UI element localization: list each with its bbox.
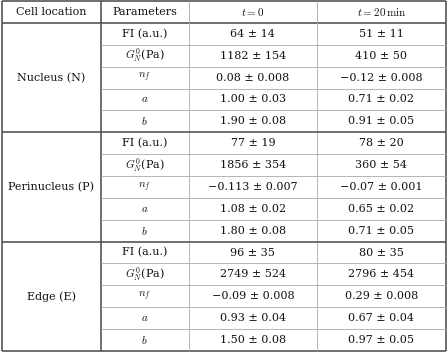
- Text: 1.90 ± 0.08: 1.90 ± 0.08: [220, 116, 286, 126]
- Text: 0.71 ± 0.02: 0.71 ± 0.02: [349, 94, 414, 105]
- Text: 77 ± 19: 77 ± 19: [231, 138, 275, 148]
- Text: 2796 ± 454: 2796 ± 454: [349, 269, 414, 279]
- Text: 64 ± 14: 64 ± 14: [230, 29, 275, 39]
- Text: 1.00 ± 0.03: 1.00 ± 0.03: [220, 94, 286, 105]
- Text: Nucleus (N): Nucleus (N): [17, 73, 86, 83]
- Text: 0.97 ± 0.05: 0.97 ± 0.05: [349, 335, 414, 345]
- Text: 0.65 ± 0.02: 0.65 ± 0.02: [349, 204, 414, 214]
- Text: 78 ± 20: 78 ± 20: [359, 138, 404, 148]
- Text: $b$: $b$: [141, 334, 148, 346]
- Text: 0.08 ± 0.008: 0.08 ± 0.008: [216, 73, 289, 83]
- Text: 0.71 ± 0.05: 0.71 ± 0.05: [349, 226, 414, 236]
- Text: Edge (E): Edge (E): [27, 291, 76, 302]
- Text: −0.07 ± 0.001: −0.07 ± 0.001: [340, 182, 423, 192]
- Text: 51 ± 11: 51 ± 11: [359, 29, 404, 39]
- Text: FI (a.u.): FI (a.u.): [122, 138, 167, 148]
- Text: $n_f$: $n_f$: [138, 71, 151, 84]
- Text: 410 ± 50: 410 ± 50: [355, 51, 407, 61]
- Text: 0.91 ± 0.05: 0.91 ± 0.05: [349, 116, 414, 126]
- Text: Parameters: Parameters: [112, 7, 177, 17]
- Text: $G_N^0$(Pa): $G_N^0$(Pa): [125, 266, 164, 283]
- Text: −0.09 ± 0.008: −0.09 ± 0.008: [211, 291, 294, 301]
- Text: 1182 ± 154: 1182 ± 154: [220, 51, 286, 61]
- Text: $a$: $a$: [141, 313, 148, 323]
- Text: −0.113 ± 0.007: −0.113 ± 0.007: [208, 182, 297, 192]
- Text: $a$: $a$: [141, 94, 148, 105]
- Text: $n_f$: $n_f$: [138, 180, 151, 194]
- Text: $b$: $b$: [141, 115, 148, 127]
- Text: 1.08 ± 0.02: 1.08 ± 0.02: [220, 204, 286, 214]
- Text: $b$: $b$: [141, 225, 148, 237]
- Text: $t=20\,\mathrm{min}$: $t=20\,\mathrm{min}$: [357, 6, 406, 18]
- Text: 360 ± 54: 360 ± 54: [355, 160, 407, 170]
- Text: $a$: $a$: [141, 204, 148, 214]
- Text: FI (a.u.): FI (a.u.): [122, 29, 167, 39]
- Text: 1856 ± 354: 1856 ± 354: [220, 160, 286, 170]
- Text: 0.29 ± 0.008: 0.29 ± 0.008: [345, 291, 418, 301]
- Text: 0.93 ± 0.04: 0.93 ± 0.04: [220, 313, 286, 323]
- Text: 96 ± 35: 96 ± 35: [230, 247, 275, 258]
- Text: Cell location: Cell location: [16, 7, 87, 17]
- Text: $n_f$: $n_f$: [138, 290, 151, 303]
- Text: $G_N^0$(Pa): $G_N^0$(Pa): [125, 47, 164, 64]
- Text: $G_N^0$(Pa): $G_N^0$(Pa): [125, 156, 164, 174]
- Text: 80 ± 35: 80 ± 35: [359, 247, 404, 258]
- Text: −0.12 ± 0.008: −0.12 ± 0.008: [340, 73, 423, 83]
- Text: $t=0$: $t=0$: [241, 6, 265, 18]
- Text: 1.80 ± 0.08: 1.80 ± 0.08: [220, 226, 286, 236]
- Text: 1.50 ± 0.08: 1.50 ± 0.08: [220, 335, 286, 345]
- Text: Perinucleus (P): Perinucleus (P): [9, 182, 95, 192]
- Text: 0.67 ± 0.04: 0.67 ± 0.04: [349, 313, 414, 323]
- Text: FI (a.u.): FI (a.u.): [122, 247, 167, 258]
- Text: 2749 ± 524: 2749 ± 524: [220, 269, 286, 279]
